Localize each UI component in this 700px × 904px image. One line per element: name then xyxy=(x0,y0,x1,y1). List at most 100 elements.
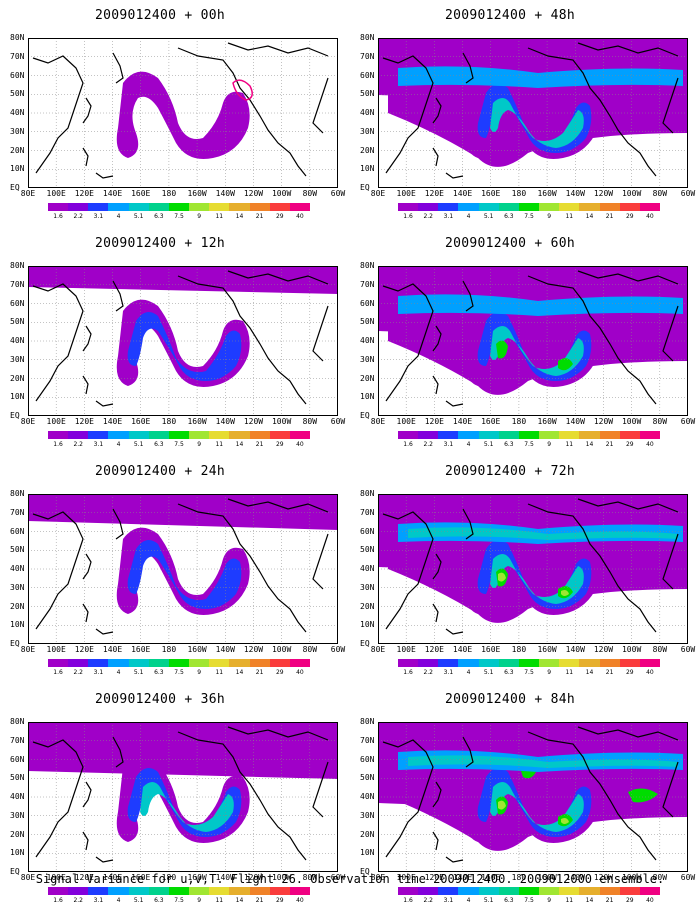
field-contour xyxy=(398,294,683,316)
colorbar-label: 7.5 xyxy=(174,897,184,904)
coastline xyxy=(432,375,464,407)
coastline xyxy=(382,55,434,174)
map-panel-p48: 2009012400 + 48h 80N 70N 60N 50N 40N 30N 20N 10N… xyxy=(360,8,695,220)
longitude-tick-label: 140W xyxy=(215,873,235,882)
longitude-tick-label: 80W xyxy=(302,417,318,426)
longitude-tick-label: 80E xyxy=(20,873,36,882)
coastline xyxy=(82,553,92,580)
longitude-tick-label: 140W xyxy=(565,189,585,198)
colorbar-label: 3.1 xyxy=(93,441,104,448)
colorbar-label: 2.2 xyxy=(73,213,83,220)
latitude-tick-label: 40N xyxy=(10,109,25,117)
longitude-axis: 80E 100E 120E 140E 160E 180 160W 140W 120W 100W 80… xyxy=(371,189,700,199)
observation-marker xyxy=(232,79,253,101)
colorbar-swatch xyxy=(619,203,641,211)
map-plot xyxy=(28,266,338,416)
colorbar-swatch xyxy=(148,431,170,439)
coastline xyxy=(462,280,474,312)
longitude-tick-label: 80E xyxy=(370,645,386,654)
colorbar-label: 4 xyxy=(116,897,121,904)
colorbar-label: 40 xyxy=(296,897,304,904)
colorbar-label: 5.1 xyxy=(133,669,144,676)
longitude-tick-label: 160E xyxy=(131,645,151,654)
coastline xyxy=(177,47,307,177)
latitude-tick-label: 70N xyxy=(360,508,375,517)
map-panel-p60: 2009012400 + 60h 80N 70N 60N 50N 40N 30N 20N 10N… xyxy=(360,236,695,448)
longitude-tick-label: 120E xyxy=(74,873,94,882)
latitude-tick-label: 60N xyxy=(360,527,375,536)
colorbar-label: 3.1 xyxy=(93,669,104,676)
coastline xyxy=(527,275,657,405)
colorbar-swatch xyxy=(269,887,291,895)
colorbar-swatch xyxy=(418,203,439,211)
longitude-tick-label: 140E xyxy=(452,645,473,654)
latitude-tick-label: 30N xyxy=(10,127,25,136)
coastline xyxy=(577,726,679,741)
latitude-tick-label: 30N xyxy=(10,355,25,364)
map-svg xyxy=(378,266,688,416)
colorbar-label: 4 xyxy=(116,441,121,448)
longitude-tick-label: 80E xyxy=(370,417,386,426)
colorbar-label: 4 xyxy=(466,441,471,448)
colorbar-label: 1.6 xyxy=(403,441,413,448)
colorbar: 1.6 2.2 3.1 4 5.1 6.3 7.5 9 11 14 21 29 40 xyxy=(48,431,311,448)
colorbar-swatch xyxy=(88,659,109,667)
longitude-tick-label: 120E xyxy=(424,189,444,198)
colorbar-swatch xyxy=(478,431,500,439)
colorbar-label: 29 xyxy=(625,213,634,220)
map-plot xyxy=(378,722,688,872)
field-contour xyxy=(127,312,242,381)
field-contour xyxy=(388,524,688,623)
colorbar-label: 29 xyxy=(275,897,284,904)
colorbar-swatch xyxy=(168,887,190,895)
colorbar-label: 9 xyxy=(197,897,202,904)
map-plot xyxy=(378,266,688,416)
colorbar-label: 40 xyxy=(296,441,304,448)
colorbar-label: 9 xyxy=(197,669,202,676)
latitude-axis: 80N 70N 60N 50N 40N 30N 20N 10N EQ xyxy=(360,34,378,192)
colorbar-swatch xyxy=(539,887,560,895)
colorbar-label: 1.6 xyxy=(53,213,63,220)
coastline xyxy=(227,726,329,741)
longitude-tick-label: 180 xyxy=(511,645,527,654)
colorbar-swatch xyxy=(48,431,69,439)
longitude-tick-label: 140E xyxy=(452,189,473,198)
field-contour xyxy=(490,98,584,148)
colorbar-swatch xyxy=(498,659,520,667)
longitude-tick-label: 100W xyxy=(271,417,292,426)
colorbar-swatch xyxy=(418,887,439,895)
coastline xyxy=(227,270,329,285)
latitude-tick-label: 20N xyxy=(10,146,25,155)
coastline xyxy=(662,305,679,362)
latitude-tick-label: EQ xyxy=(360,868,370,876)
longitude-tick-label: 100W xyxy=(621,417,642,426)
colorbar-label: 14 xyxy=(235,441,244,448)
colorbar-swatch xyxy=(108,431,130,439)
coastline xyxy=(312,761,329,818)
latitude-axis: 80N 70N 60N 50N 40N 30N 20N 10N EQ xyxy=(360,262,378,420)
longitude-tick-label: 180 xyxy=(161,417,177,426)
longitude-tick-label: 120W xyxy=(593,189,614,198)
longitude-tick-label: 100W xyxy=(621,873,642,882)
latitude-tick-label: EQ xyxy=(360,184,370,192)
map-svg xyxy=(28,38,338,188)
colorbar-swatch xyxy=(458,659,480,667)
coastline xyxy=(527,731,657,861)
colorbar-swatch xyxy=(438,203,459,211)
latitude-tick-label: 40N xyxy=(360,337,375,345)
colorbar-swatch xyxy=(68,431,89,439)
colorbar-swatch xyxy=(108,203,130,211)
colorbar-swatch xyxy=(289,887,311,895)
colorbar-label: 9 xyxy=(547,897,552,904)
longitude-tick-label: 160E xyxy=(481,189,501,198)
longitude-tick-label: 160W xyxy=(537,417,557,426)
longitude-tick-label: 160W xyxy=(187,873,207,882)
colorbar-swatch xyxy=(168,203,190,211)
colorbar-swatch xyxy=(148,887,170,895)
longitude-tick-label: 140E xyxy=(452,873,473,882)
latitude-axis: 80N 70N 60N 50N 40N 30N 20N 10N EQ xyxy=(10,34,28,192)
colorbar-label: 2.2 xyxy=(73,441,83,448)
map-plot xyxy=(378,494,688,644)
colorbar-label: 40 xyxy=(646,897,654,904)
coastline xyxy=(32,55,84,174)
